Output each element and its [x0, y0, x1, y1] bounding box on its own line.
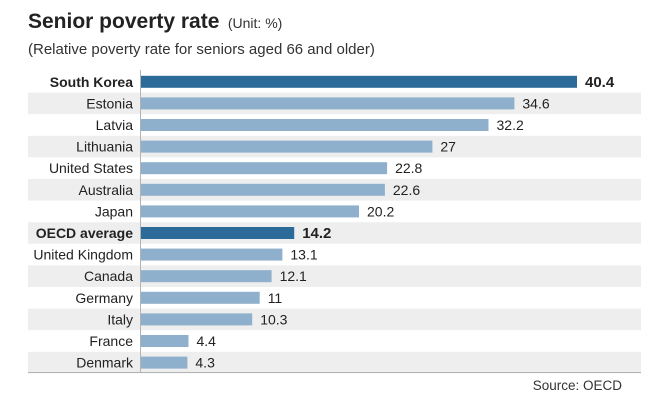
category-label: Lithuania — [76, 139, 133, 155]
category-label: Latvia — [96, 117, 134, 133]
y-axis-line — [140, 70, 141, 372]
bar — [141, 140, 433, 153]
source-note: Source: OECD — [532, 378, 622, 393]
value-labels: 40.4 34.6 32.2 27 22.8 22.6 20.2 14.2 13.1 12.1 11… — [195, 74, 614, 371]
value-label: 22.8 — [395, 160, 422, 176]
category-label: Japan — [95, 203, 133, 219]
bar — [141, 313, 253, 326]
value-label: 34.6 — [522, 95, 549, 111]
bar-highlight — [141, 75, 577, 88]
value-label: 20.2 — [367, 203, 394, 219]
category-label: OECD average — [36, 225, 133, 241]
category-label: Denmark — [76, 355, 134, 371]
value-label: 13.1 — [290, 247, 317, 263]
category-label: Italy — [107, 311, 133, 327]
chart-title: Senior poverty rate (Unit: %) — [28, 10, 282, 34]
bar-group — [141, 75, 577, 369]
bar — [141, 119, 489, 131]
category-label: Canada — [84, 268, 133, 284]
value-label: 32.2 — [497, 117, 524, 133]
value-label: 4.4 — [197, 333, 217, 349]
category-label: France — [89, 333, 133, 349]
value-label: 11 — [268, 290, 283, 306]
category-label: Germany — [75, 290, 133, 306]
category-label: Australia — [79, 182, 134, 198]
bar — [141, 335, 189, 347]
bar — [141, 205, 359, 218]
value-label: 22.6 — [393, 182, 420, 198]
value-label: 4.3 — [195, 355, 215, 371]
category-label: United Kingdom — [33, 247, 133, 263]
chart-title-text: Senior poverty rate — [28, 10, 220, 33]
value-label: 27 — [440, 139, 456, 155]
chart-subtitle: (Relative poverty rate for seniors aged … — [28, 41, 375, 58]
bar — [141, 162, 388, 175]
category-labels: South Korea Estonia Latvia Lithuania United … — [33, 74, 134, 371]
value-label: 14.2 — [302, 225, 331, 242]
value-label: 12.1 — [280, 268, 307, 284]
bar — [141, 270, 272, 283]
bar — [141, 291, 260, 304]
chart-unit: (Unit: %) — [227, 15, 283, 31]
bottom-rule — [28, 372, 641, 373]
bar — [141, 183, 385, 196]
bar — [141, 97, 515, 110]
category-label: Estonia — [86, 95, 133, 111]
value-label: 10.3 — [260, 311, 287, 327]
bar — [141, 356, 188, 369]
bar — [141, 248, 283, 261]
category-label: United States — [49, 160, 133, 176]
value-label: 40.4 — [585, 74, 615, 91]
bar-highlight — [141, 227, 295, 239]
category-label: South Korea — [50, 74, 133, 90]
